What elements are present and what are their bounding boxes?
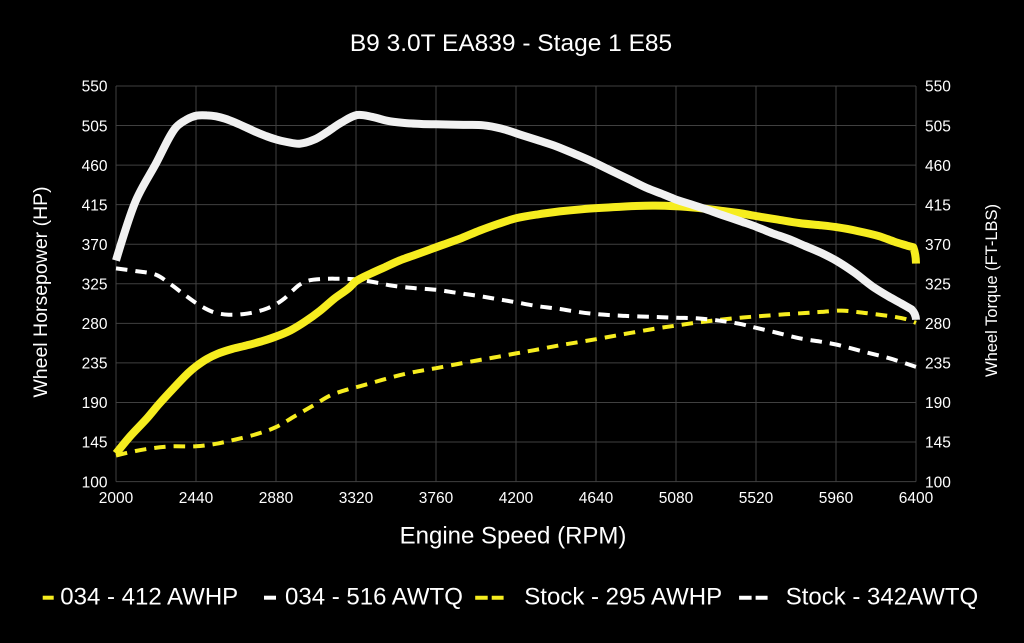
svg-text:034 - 412 AWHP: 034 - 412 AWHP bbox=[60, 584, 238, 611]
svg-text:235: 235 bbox=[82, 356, 108, 373]
svg-text:370: 370 bbox=[925, 237, 951, 254]
svg-text:B9 3.0T EA839 - Stage 1 E85: B9 3.0T EA839 - Stage 1 E85 bbox=[350, 30, 672, 57]
svg-text:Wheel Torque (FT-LBS): Wheel Torque (FT-LBS) bbox=[983, 204, 1001, 377]
svg-text:145: 145 bbox=[82, 435, 108, 452]
svg-text:415: 415 bbox=[82, 197, 108, 214]
svg-text:505: 505 bbox=[925, 118, 951, 135]
svg-text:280: 280 bbox=[925, 316, 951, 333]
svg-text:2000: 2000 bbox=[99, 490, 134, 507]
svg-text:6400: 6400 bbox=[899, 490, 934, 507]
svg-text:370: 370 bbox=[82, 237, 108, 254]
svg-text:034 - 516 AWTQ: 034 - 516 AWTQ bbox=[285, 584, 463, 611]
svg-text:505: 505 bbox=[82, 118, 108, 135]
svg-text:190: 190 bbox=[925, 395, 951, 412]
svg-text:Stock - 295 AWHP: Stock - 295 AWHP bbox=[524, 584, 722, 611]
svg-text:145: 145 bbox=[925, 435, 951, 452]
svg-text:190: 190 bbox=[82, 395, 108, 412]
svg-text:5520: 5520 bbox=[739, 490, 774, 507]
svg-text:4200: 4200 bbox=[499, 490, 534, 507]
svg-text:460: 460 bbox=[82, 158, 108, 175]
svg-text:280: 280 bbox=[82, 316, 108, 333]
svg-text:325: 325 bbox=[82, 277, 108, 294]
svg-text:Stock - 342AWTQ: Stock - 342AWTQ bbox=[786, 584, 979, 611]
svg-text:Engine Speed (RPM): Engine Speed (RPM) bbox=[400, 523, 627, 550]
svg-text:325: 325 bbox=[925, 277, 951, 294]
svg-text:5960: 5960 bbox=[819, 490, 854, 507]
svg-text:2440: 2440 bbox=[179, 490, 214, 507]
svg-text:550: 550 bbox=[82, 79, 108, 96]
svg-text:Wheel Horsepower (HP): Wheel Horsepower (HP) bbox=[30, 186, 52, 397]
svg-text:100: 100 bbox=[925, 474, 951, 491]
svg-text:2880: 2880 bbox=[259, 490, 294, 507]
svg-text:460: 460 bbox=[925, 158, 951, 175]
svg-text:5080: 5080 bbox=[659, 490, 694, 507]
svg-text:235: 235 bbox=[925, 356, 951, 373]
svg-text:3760: 3760 bbox=[419, 490, 454, 507]
svg-text:550: 550 bbox=[925, 79, 951, 96]
svg-text:4640: 4640 bbox=[579, 490, 614, 507]
svg-text:415: 415 bbox=[925, 197, 951, 214]
svg-text:100: 100 bbox=[82, 474, 108, 491]
svg-text:3320: 3320 bbox=[339, 490, 374, 507]
